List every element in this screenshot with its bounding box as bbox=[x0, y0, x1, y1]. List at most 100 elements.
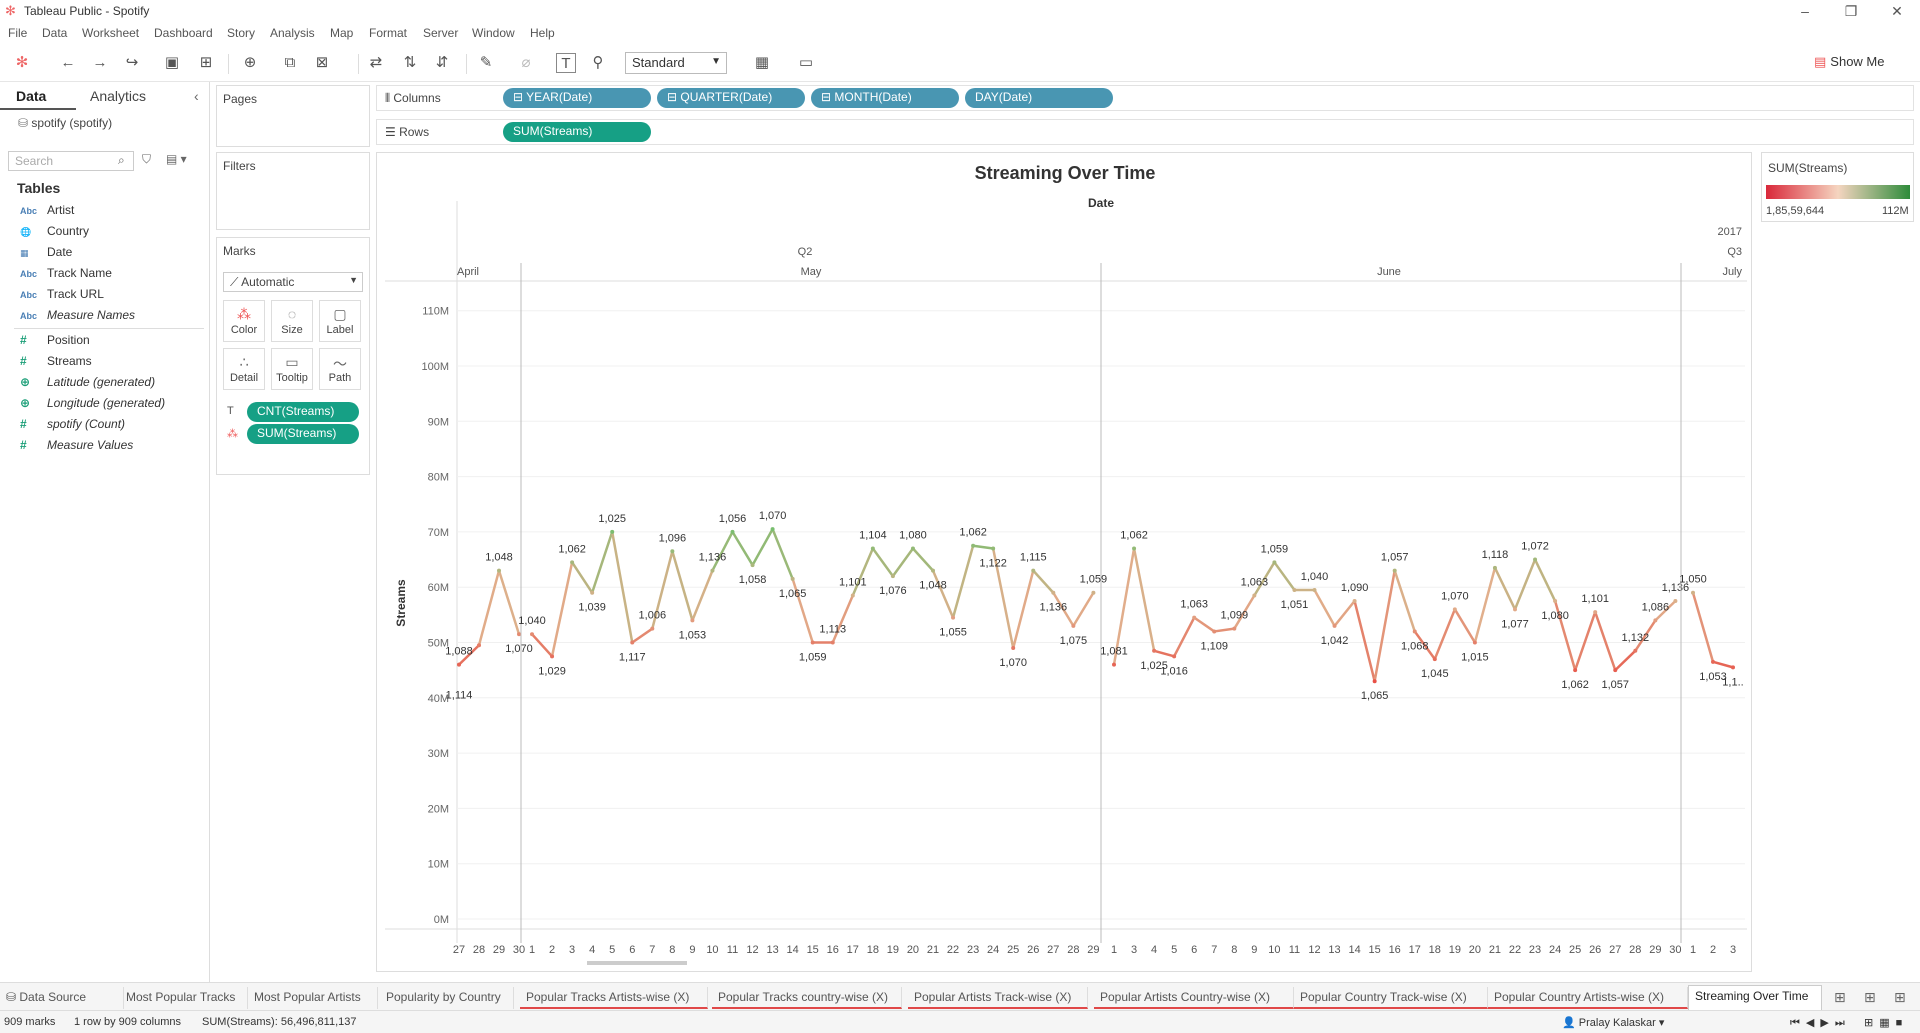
cards-icon[interactable]: ▦ bbox=[754, 54, 770, 71]
field-measure-names[interactable]: Abc Measure Names bbox=[20, 308, 135, 326]
clear-sheet-icon[interactable]: ⊠ bbox=[315, 54, 329, 71]
add-datasource-icon[interactable]: ⊞ bbox=[199, 54, 213, 71]
tab-streaming-over-time[interactable]: Streaming Over Time bbox=[1688, 985, 1822, 1011]
maximize-icon[interactable]: ❐ bbox=[1844, 3, 1858, 19]
undo-icon[interactable]: ← bbox=[60, 54, 76, 71]
field-artist[interactable]: Abc Artist bbox=[20, 203, 74, 221]
path-button[interactable]: 〜 Path bbox=[319, 348, 361, 390]
field-country[interactable]: 🌐 Country bbox=[20, 224, 89, 242]
pill-year-date[interactable]: ⊟ YEAR(Date) bbox=[503, 88, 651, 108]
line-chart[interactable]: Streaming Over Time DateQ22017Q30M10M20M… bbox=[377, 153, 1751, 971]
minimize-icon[interactable]: – bbox=[1801, 3, 1809, 19]
view-toggle-icons[interactable]: ⊞▦■ bbox=[1864, 1017, 1909, 1029]
tab-most-popular-artists[interactable]: Most Popular Artists bbox=[248, 987, 378, 1009]
label-icon: ▢ bbox=[333, 306, 347, 322]
menu-map[interactable]: Map bbox=[330, 26, 354, 40]
menu-server[interactable]: Server bbox=[423, 26, 459, 40]
view-options-icon[interactable]: ▤ ▾ bbox=[166, 152, 187, 166]
field-latitude[interactable]: ⊕ Latitude (generated) bbox=[20, 375, 155, 393]
x-tick-label: 26 bbox=[1589, 944, 1601, 956]
tab-popular-artists-country[interactable]: Popular Artists Country-wise (X) bbox=[1094, 987, 1294, 1009]
pages-card[interactable]: Pages bbox=[216, 85, 370, 147]
menu-data[interactable]: Data bbox=[42, 26, 68, 40]
new-dashboard-icon[interactable]: ⊞ bbox=[1864, 989, 1876, 1005]
pill-quarter-date[interactable]: ⊟ QUARTER(Date) bbox=[657, 88, 805, 108]
field-position[interactable]: # Position bbox=[20, 333, 90, 351]
detail-button[interactable]: ∴ Detail bbox=[223, 348, 265, 390]
sort-descending-icon[interactable]: ⇵ bbox=[435, 54, 449, 71]
tab-popular-tracks-artists[interactable]: Popular Tracks Artists-wise (X) bbox=[520, 987, 708, 1009]
field-date[interactable]: ▦ Date bbox=[20, 245, 72, 263]
tab-most-popular-tracks[interactable]: Most Popular Tracks bbox=[124, 987, 248, 1009]
filter-icon[interactable]: ⛉ bbox=[142, 152, 152, 166]
pill-cnt-streams[interactable]: CNT(Streams) bbox=[247, 402, 359, 422]
field-spotify-count[interactable]: # spotify (Count) bbox=[20, 417, 125, 435]
field-streams[interactable]: # Streams bbox=[20, 354, 92, 372]
field-track-url[interactable]: Abc Track URL bbox=[20, 287, 104, 305]
close-icon[interactable]: ✕ bbox=[1891, 3, 1903, 19]
data-point bbox=[1653, 618, 1658, 623]
series-line-segment bbox=[671, 550, 694, 622]
menu-help[interactable]: Help bbox=[530, 26, 555, 40]
new-sheet-icon[interactable]: ⊕ bbox=[243, 54, 257, 71]
menu-analysis[interactable]: Analysis bbox=[270, 26, 315, 40]
chart-view[interactable]: Streaming Over Time Date Q2 2017 Q3 0M 10M 20M… bbox=[376, 152, 1752, 972]
field-track-name[interactable]: Abc Track Name bbox=[20, 266, 112, 284]
columns-shelf[interactable]: ⫴ Columns ⊟ YEAR(Date) ⊟ QUARTER(Date) ⊟… bbox=[376, 85, 1914, 111]
menu-worksheet[interactable]: Worksheet bbox=[82, 26, 140, 40]
tab-popular-country-track[interactable]: Popular Country Track-wise (X) bbox=[1294, 987, 1488, 1009]
presentation-icon[interactable]: ▭ bbox=[798, 54, 814, 71]
data-label: 1,096 bbox=[659, 532, 687, 544]
datasource-item[interactable]: ⛁ spotify (spotify) bbox=[18, 116, 112, 130]
pill-month-date[interactable]: ⊟ MONTH(Date) bbox=[811, 88, 959, 108]
tooltip-button[interactable]: ▭ Tooltip bbox=[271, 348, 313, 390]
filters-card[interactable]: Filters bbox=[216, 152, 370, 230]
field-measure-values[interactable]: # Measure Values bbox=[20, 438, 133, 456]
rows-shelf[interactable]: ☰ Rows SUM(Streams) bbox=[376, 119, 1914, 145]
tab-data[interactable]: Data bbox=[16, 88, 47, 104]
sheet-navigation-icons[interactable]: ⏮◀▶⏭ bbox=[1790, 1017, 1851, 1029]
redo-icon[interactable]: → bbox=[92, 54, 108, 71]
color-legend[interactable]: SUM(Streams) 1,85,59,644 112M bbox=[1761, 152, 1914, 222]
color-button[interactable]: ⁂ Color bbox=[223, 300, 265, 342]
show-labels-icon[interactable]: T bbox=[556, 53, 576, 73]
menu-story[interactable]: Story bbox=[227, 26, 256, 40]
user-menu[interactable]: 👤 Pralay Kalaskar ▾ bbox=[1562, 1017, 1665, 1029]
data-label: 1,099 bbox=[1221, 610, 1249, 622]
tab-analytics[interactable]: Analytics bbox=[90, 88, 147, 104]
series-line-segment bbox=[1533, 558, 1557, 603]
collapse-pane-icon[interactable]: ‹ bbox=[194, 88, 199, 104]
highlight-icon[interactable]: ✎ bbox=[479, 54, 493, 71]
tableau-home-icon[interactable]: ✻ bbox=[15, 54, 29, 71]
pill-sum-streams[interactable]: SUM(Streams) bbox=[247, 424, 359, 444]
group-icon[interactable]: ⌀ bbox=[521, 54, 531, 71]
menu-format[interactable]: Format bbox=[369, 26, 408, 40]
pill-sum-streams-rows[interactable]: SUM(Streams) bbox=[503, 122, 651, 142]
fit-dropdown[interactable]: Standard ▼ bbox=[625, 52, 727, 74]
tab-popular-tracks-country[interactable]: Popular Tracks country-wise (X) bbox=[712, 987, 902, 1009]
color-label: Color bbox=[230, 324, 258, 336]
new-story-icon[interactable]: ⊞ bbox=[1894, 989, 1906, 1005]
tab-popular-artists-track[interactable]: Popular Artists Track-wise (X) bbox=[908, 987, 1088, 1009]
tab-data-source[interactable]: ⛁ Data Source bbox=[0, 987, 124, 1009]
tab-popular-country-artists[interactable]: Popular Country Artists-wise (X) bbox=[1488, 987, 1688, 1009]
swap-icon[interactable]: ⇄ bbox=[369, 54, 383, 71]
label-button[interactable]: ▢ Label bbox=[319, 300, 361, 342]
menu-window[interactable]: Window bbox=[472, 26, 515, 40]
tab-popularity-by-country[interactable]: Popularity by Country bbox=[380, 987, 514, 1009]
show-me-button[interactable]: ▤ Show Me bbox=[1814, 54, 1885, 70]
series-line-segment bbox=[771, 527, 794, 581]
field-longitude[interactable]: ⊕ Longitude (generated) bbox=[20, 396, 165, 414]
replay-icon[interactable]: ↪ bbox=[125, 54, 139, 71]
pill-day-date[interactable]: DAY(Date) bbox=[965, 88, 1113, 108]
save-icon[interactable]: ▣ bbox=[164, 54, 180, 71]
mark-type-dropdown[interactable]: ⟋ Automatic ▼ bbox=[223, 272, 363, 292]
size-button[interactable]: ◌ Size bbox=[271, 300, 313, 342]
pin-icon[interactable]: ⚲ bbox=[592, 54, 604, 71]
search-input[interactable]: Search bbox=[8, 151, 134, 171]
menu-dashboard[interactable]: Dashboard bbox=[154, 26, 213, 40]
menu-file[interactable]: File bbox=[8, 26, 28, 40]
new-worksheet-icon[interactable]: ⊞ bbox=[1834, 989, 1846, 1005]
duplicate-sheet-icon[interactable]: ⧉ bbox=[284, 54, 296, 71]
sort-ascending-icon[interactable]: ⇅ bbox=[403, 54, 417, 71]
